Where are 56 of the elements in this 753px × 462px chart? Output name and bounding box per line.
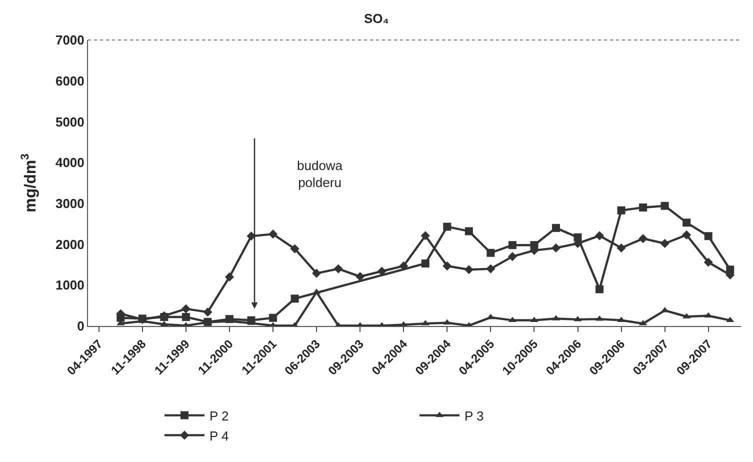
point (682, 218, 691, 227)
point (617, 206, 626, 214)
point (312, 268, 322, 278)
point (224, 272, 234, 282)
point (594, 231, 604, 240)
point (486, 248, 495, 257)
point (420, 231, 430, 240)
point (639, 204, 648, 212)
point (704, 258, 713, 267)
point (181, 304, 190, 314)
y-tick-label: 0 (77, 318, 84, 334)
point (486, 264, 496, 274)
annotation: budowa polderu (297, 158, 344, 190)
point (574, 316, 582, 322)
point (508, 252, 517, 262)
point (552, 224, 560, 232)
y-tick-label: 6000 (55, 73, 84, 88)
point (182, 313, 190, 322)
point (334, 264, 343, 274)
point (464, 227, 473, 236)
point (551, 243, 561, 253)
point (508, 316, 516, 322)
point (269, 314, 278, 322)
point (290, 244, 300, 254)
legend-label: P 2 (210, 408, 229, 424)
point (442, 261, 452, 270)
point (268, 230, 278, 239)
point (443, 222, 452, 231)
point (356, 272, 365, 282)
point (530, 316, 538, 322)
point (464, 265, 474, 274)
y-tick-label: 7000 (55, 32, 84, 48)
point (616, 243, 626, 253)
legend-label: P 4 (210, 428, 229, 444)
point (660, 202, 669, 210)
y-tick-label: 1000 (55, 278, 84, 293)
point (660, 238, 670, 248)
point (399, 261, 408, 270)
point (660, 306, 669, 312)
point (704, 232, 712, 240)
chart-title: SO₄ (364, 10, 389, 26)
point (726, 316, 734, 322)
point (638, 234, 648, 244)
point (596, 285, 604, 294)
y-tick-label: 5000 (55, 114, 84, 130)
y-tick-label: 2000 (55, 236, 84, 252)
point (246, 232, 256, 241)
y-tick-label: 3000 (55, 196, 84, 211)
point (617, 316, 626, 322)
point (508, 241, 516, 250)
y-tick-label: 4000 (55, 155, 84, 170)
point (203, 308, 212, 317)
point (421, 259, 430, 268)
legend-label: P 3 (464, 408, 484, 424)
point (290, 294, 299, 303)
point (682, 230, 692, 240)
